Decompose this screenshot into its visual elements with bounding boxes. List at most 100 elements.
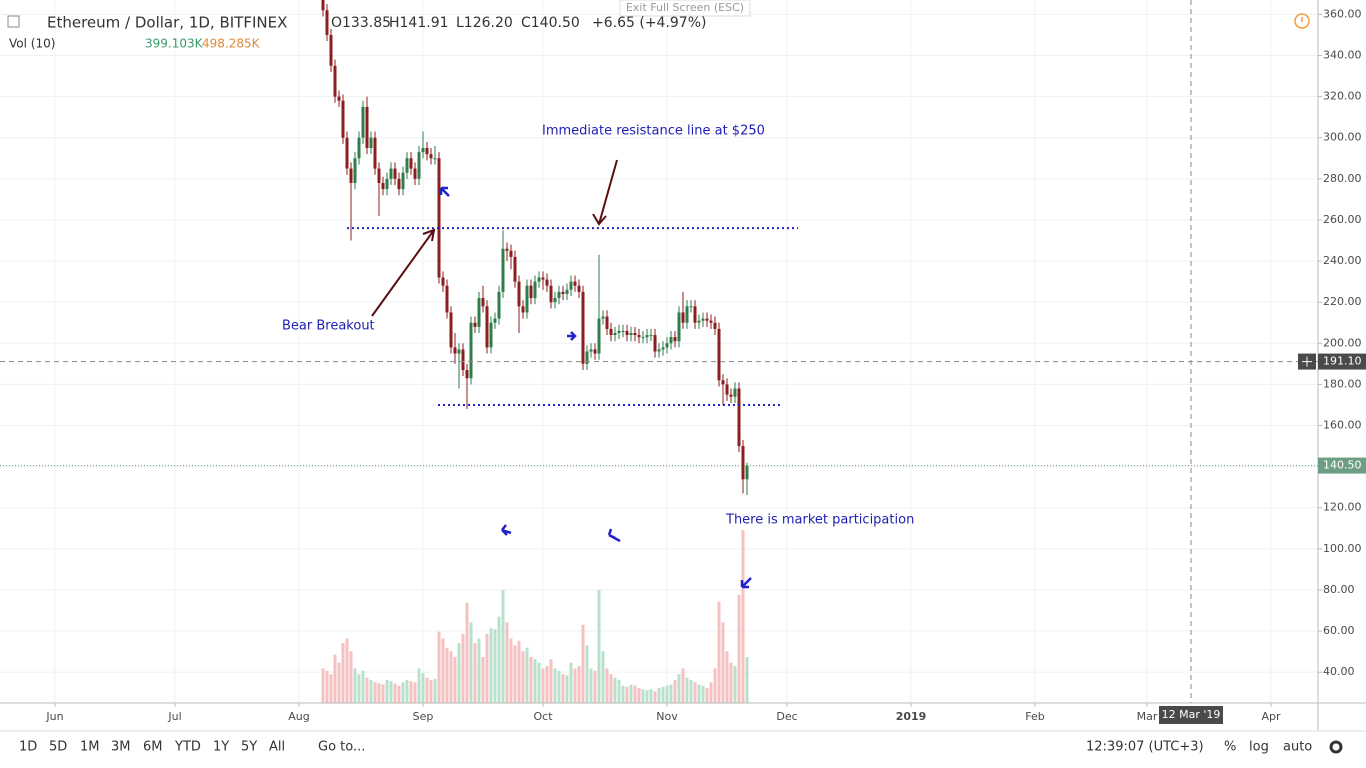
candle-body <box>553 298 557 303</box>
ohlc-close: C140.50 <box>521 15 580 31</box>
percent-toggle[interactable]: % <box>1224 740 1236 755</box>
blue-arrow <box>607 528 621 543</box>
candle-body <box>565 289 569 294</box>
auto-toggle[interactable]: auto <box>1283 740 1312 755</box>
volume-bar <box>341 643 345 703</box>
range-button[interactable]: 1M <box>80 740 100 755</box>
range-button[interactable]: 3M <box>111 740 131 755</box>
candle-body <box>677 312 681 342</box>
change: +6.65 (+4.97%) <box>592 15 706 31</box>
candle-body <box>713 322 717 329</box>
volume-bar <box>417 668 421 703</box>
volume-bar <box>725 651 729 703</box>
candle-body <box>345 137 349 169</box>
candle-body <box>425 148 429 155</box>
arrow <box>371 228 436 317</box>
candle-body <box>613 333 617 336</box>
candle-body <box>473 322 477 327</box>
volume-bar <box>469 622 473 703</box>
y-tick-label: 260.00 <box>1323 213 1362 226</box>
candle-body <box>513 256 517 282</box>
range-button[interactable]: 5D <box>49 740 67 755</box>
volume-bar <box>709 682 713 703</box>
candle-body <box>545 279 549 286</box>
candle-body <box>405 158 409 173</box>
candle-body <box>429 154 433 159</box>
y-tick-label: 180.00 <box>1323 377 1362 390</box>
goto[interactable]: Go to... <box>318 740 365 755</box>
y-tick-label: 280.00 <box>1323 172 1362 185</box>
x-tick-label: Apr <box>1261 710 1281 723</box>
candle-body <box>333 65 337 97</box>
volume-bar <box>665 685 669 703</box>
volume-bar <box>485 633 489 703</box>
range-button[interactable]: YTD <box>174 740 201 755</box>
collapse-icon[interactable] <box>7 15 20 28</box>
x-tick-label: Feb <box>1025 710 1044 723</box>
volume-bar <box>481 656 485 703</box>
volume-bar <box>541 668 545 703</box>
settings-icon[interactable] <box>1329 740 1343 754</box>
x-tick-label: Aug <box>288 710 309 723</box>
candle-body <box>421 148 425 153</box>
range-button[interactable]: All <box>269 740 285 755</box>
volume-bar <box>409 681 413 703</box>
candle-body <box>609 328 613 336</box>
range-button[interactable]: 1Y <box>213 740 229 755</box>
exit-text[interactable]: Exit Full Screen (ESC) <box>626 1 744 14</box>
annotation: Bear Breakout <box>282 319 375 334</box>
candle-body <box>417 152 421 179</box>
y-tick-label: 300.00 <box>1323 131 1362 144</box>
volume-bar <box>401 682 405 703</box>
candle-body <box>665 343 669 348</box>
candle-body <box>481 298 485 307</box>
volume-bar <box>465 602 469 703</box>
candle-body <box>701 318 705 321</box>
volume-bar <box>533 659 537 703</box>
volume-bar <box>537 662 541 703</box>
last-price-tag <box>1318 457 1366 474</box>
volume-bar <box>349 651 353 703</box>
candle-body <box>697 320 701 323</box>
exit-button[interactable] <box>619 0 751 17</box>
candle-body <box>645 335 649 338</box>
range-button[interactable]: 5Y <box>241 740 257 755</box>
volume-bar <box>669 684 673 703</box>
volume-bar <box>521 651 525 703</box>
candle-body <box>373 137 377 169</box>
volume-bar <box>441 638 445 703</box>
volume-bar <box>425 677 429 703</box>
candle-body <box>365 106 369 148</box>
candle-body <box>505 248 509 251</box>
vol-value: 399.103K <box>145 37 204 51</box>
candle-body <box>521 306 525 313</box>
y-tick-label: 120.00 <box>1323 501 1362 514</box>
symbol: Ethereum / Dollar, 1D, BITFINEX <box>47 14 287 32</box>
volume-bar <box>405 679 409 703</box>
y-tick-label: 40.00 <box>1323 665 1355 678</box>
volume-bar <box>641 689 645 703</box>
alert-icon[interactable] <box>1294 13 1310 29</box>
candle-body <box>493 318 497 323</box>
candle-body <box>641 337 645 339</box>
candle-body <box>593 349 597 354</box>
x-tick-label: Oct <box>533 710 553 723</box>
candle-body <box>693 306 697 323</box>
crosshair-plus-icon <box>1302 356 1312 367</box>
candle-body <box>585 351 589 364</box>
log-toggle[interactable]: log <box>1249 740 1269 755</box>
volume-bar <box>397 685 401 703</box>
candle-body <box>385 178 389 190</box>
range-button[interactable]: 6M <box>143 740 163 755</box>
volume-bar <box>721 622 725 703</box>
range-button[interactable]: 1D <box>19 740 37 755</box>
candle-body <box>393 168 397 179</box>
candle-body <box>433 158 437 160</box>
volume-bar <box>581 624 585 703</box>
candle-body <box>729 394 733 397</box>
candle-body <box>325 10 329 35</box>
volume-bar <box>737 594 741 703</box>
volume-bar <box>729 662 733 703</box>
volume-bar <box>489 628 493 703</box>
